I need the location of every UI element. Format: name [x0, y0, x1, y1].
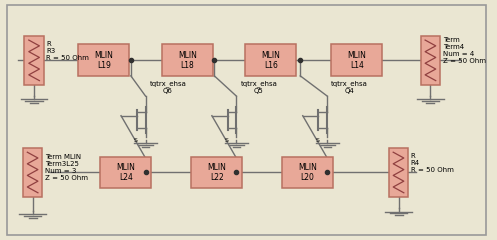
- Text: tqtrx_ehsa
Q6: tqtrx_ehsa Q6: [150, 80, 186, 94]
- Text: Term MLIN
Term3L25
Num = 3
Z = 50 Ohm: Term MLIN Term3L25 Num = 3 Z = 50 Ohm: [45, 154, 88, 181]
- Text: tqtrx_ehsa
Q4: tqtrx_ehsa Q4: [331, 80, 368, 94]
- Text: S: S: [134, 138, 138, 143]
- Text: MLIN
L18: MLIN L18: [178, 51, 197, 70]
- Text: S: S: [225, 138, 229, 143]
- FancyBboxPatch shape: [420, 36, 440, 85]
- Text: tqtrx_ehsa
Q5: tqtrx_ehsa Q5: [241, 80, 277, 94]
- FancyBboxPatch shape: [24, 36, 44, 85]
- FancyBboxPatch shape: [100, 156, 152, 188]
- FancyBboxPatch shape: [246, 44, 296, 76]
- Text: Term
Term4
Num = 4
Z = 50 Ohm: Term Term4 Num = 4 Z = 50 Ohm: [443, 37, 486, 64]
- FancyBboxPatch shape: [389, 148, 409, 197]
- FancyBboxPatch shape: [23, 148, 42, 197]
- Text: S: S: [316, 138, 320, 143]
- Text: R
R4
R = 50 Ohm: R R4 R = 50 Ohm: [411, 153, 454, 173]
- FancyBboxPatch shape: [79, 44, 129, 76]
- Text: MLIN
L19: MLIN L19: [94, 51, 113, 70]
- FancyBboxPatch shape: [191, 156, 243, 188]
- FancyBboxPatch shape: [162, 44, 213, 76]
- Text: MLIN
L14: MLIN L14: [347, 51, 366, 70]
- FancyBboxPatch shape: [282, 156, 333, 188]
- Text: MLIN
L16: MLIN L16: [261, 51, 280, 70]
- Text: R
R3
R = 50 Ohm: R R3 R = 50 Ohm: [46, 41, 89, 61]
- Text: MLIN
L24: MLIN L24: [116, 163, 135, 182]
- Text: MLIN
L20: MLIN L20: [298, 163, 317, 182]
- Text: MLIN
L22: MLIN L22: [207, 163, 226, 182]
- FancyBboxPatch shape: [331, 44, 382, 76]
